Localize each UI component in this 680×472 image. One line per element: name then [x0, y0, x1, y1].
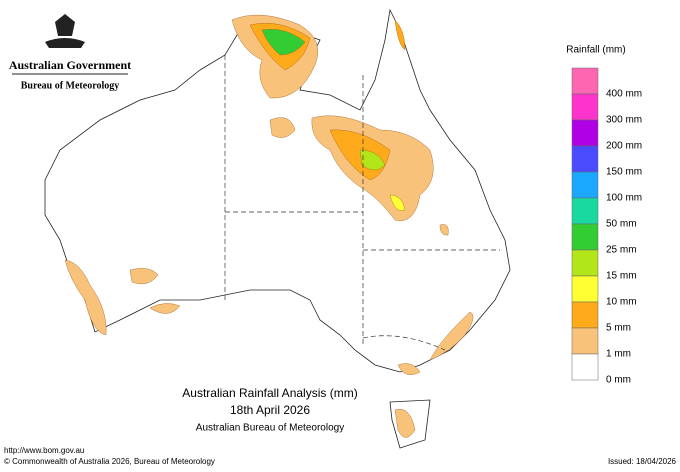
logo — [12, 14, 128, 75]
legend-label: 50 mm — [606, 219, 637, 230]
legend-label: 15 mm — [606, 271, 637, 282]
legend-label: 5 mm — [606, 323, 631, 334]
legend-swatch — [571, 301, 599, 329]
legend-label: 400 mm — [606, 89, 642, 100]
rain-areas — [64, 14, 474, 438]
legend-swatch — [571, 197, 599, 225]
legend-swatch — [571, 249, 599, 277]
legend-label: 25 mm — [606, 245, 637, 256]
legend-swatch — [571, 145, 599, 173]
caption-source: Australian Bureau of Meteorology — [196, 423, 344, 434]
legend-title: Rainfall (mm) — [566, 45, 625, 56]
legend-label: 0 mm — [606, 375, 631, 386]
legend-swatch — [571, 327, 599, 355]
legend-label: 200 mm — [606, 141, 642, 152]
legend-swatch — [571, 275, 599, 303]
legend: 400 mm 300 mm 200 mm 150 mm 100 mm 50 mm 25 mm… — [571, 67, 642, 386]
legend-swatch — [571, 171, 599, 199]
legend-label: 150 mm — [606, 167, 642, 178]
legend-swatch — [571, 353, 599, 381]
legend-label: 100 mm — [606, 193, 642, 204]
legend-label: 10 mm — [606, 297, 637, 308]
footer-url: http://www.bom.gov.au — [4, 446, 84, 455]
legend-swatch — [571, 119, 599, 147]
footer-copyright: © Commonwealth of Australia 2026, Bureau… — [4, 457, 215, 466]
agency-name: Bureau of Meteorology — [21, 80, 120, 91]
legend-swatch — [571, 67, 599, 95]
legend-swatch — [571, 223, 599, 251]
footer-issued: Issued: 18/04/2026 — [608, 457, 677, 466]
caption-title: Australian Rainfall Analysis (mm) — [182, 386, 357, 400]
org-name: Australian Government — [9, 58, 131, 72]
state-borders — [224, 55, 500, 351]
caption-date: 18th April 2026 — [230, 403, 310, 417]
legend-label: 1 mm — [606, 349, 631, 360]
legend-swatch — [571, 93, 599, 121]
legend-label: 300 mm — [606, 115, 642, 126]
